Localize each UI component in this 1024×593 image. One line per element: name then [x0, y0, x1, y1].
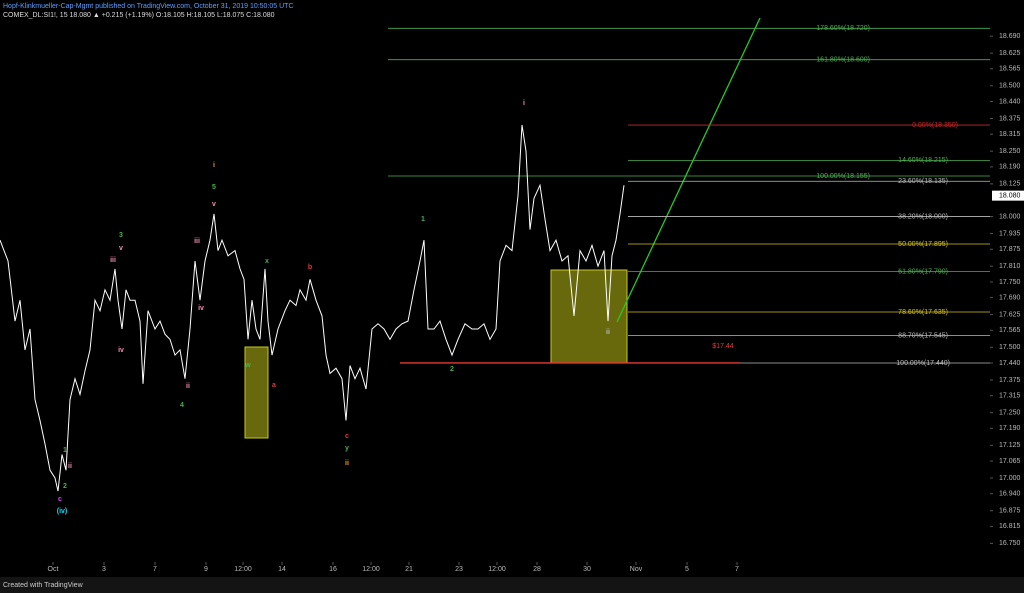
fib-label: 0.00%(18.350)	[912, 122, 958, 129]
wave-label: 1	[421, 216, 425, 223]
wave-label: iv	[198, 305, 204, 312]
y-tick-label: 18.190	[999, 164, 1021, 171]
fib-label: 100.00%(17.440)	[896, 360, 950, 367]
y-tick-label: 17.000	[999, 475, 1021, 482]
credit: Created with TradingView	[3, 582, 84, 589]
wave-label: b	[308, 264, 312, 271]
y-tick-label: 17.440	[999, 360, 1021, 367]
fib-label: 14.60%(18.215)	[898, 157, 948, 164]
y-tick-label: 18.375	[999, 115, 1021, 122]
footer-bar	[0, 577, 1024, 593]
wave-label: 3	[119, 232, 123, 239]
y-tick-label: 17.190	[999, 425, 1021, 432]
wave-label: iii	[110, 257, 116, 264]
wave-label: c	[58, 496, 62, 503]
y-tick-label: 17.375	[999, 377, 1021, 384]
y-tick-label: 17.500	[999, 344, 1021, 351]
fib-label: 23.60%(18.135)	[898, 178, 948, 185]
y-tick-label: 17.250	[999, 410, 1021, 417]
wave-label: ii	[68, 463, 72, 470]
y-tick-label: 18.500	[999, 83, 1021, 90]
price-line	[0, 124, 625, 492]
wave-label: 2	[450, 366, 454, 373]
chart-subtitle: COMEX_DL:SI1!, 15 18.080 ▲ +0.215 (+1.19…	[3, 12, 275, 19]
wave-label: w	[244, 362, 251, 369]
y-tick-label: 16.750	[999, 540, 1021, 547]
x-tick-label: 7	[735, 566, 739, 573]
y-tick-label: 18.315	[999, 131, 1021, 138]
zone-box	[550, 269, 628, 364]
y-tick-label: 16.875	[999, 508, 1021, 515]
x-tick-label: Nov	[630, 566, 643, 573]
x-tick-label: 7	[153, 566, 157, 573]
wave-label: ii	[606, 329, 610, 336]
wave-label: v	[119, 245, 123, 252]
y-tick-label: 18.625	[999, 50, 1021, 57]
plot	[244, 17, 761, 439]
wave-label: iii	[194, 238, 200, 245]
y-tick-label: 17.690	[999, 294, 1021, 301]
x-tick-label: 3	[102, 566, 106, 573]
y-tick-label: 18.250	[999, 148, 1021, 155]
y-tick-label: 18.690	[999, 33, 1021, 40]
fib-label: 78.60%(17.635)	[898, 309, 948, 316]
wave-label: c	[345, 433, 349, 440]
support-label: $17.44	[712, 343, 734, 350]
y-tick-label: 18.000	[999, 213, 1021, 220]
wave-label: v	[212, 201, 216, 208]
wave-label: 4	[180, 402, 184, 409]
wave-label: 1	[63, 447, 67, 454]
fib-label: 88.70%(17.545)	[898, 332, 948, 339]
x-tick-label: 5	[685, 566, 689, 573]
fib-label: 100.00%(18.155)	[816, 173, 870, 180]
x-tick-label: 16	[329, 566, 337, 573]
wave-label: i	[523, 100, 525, 107]
x-tick-label: Oct	[48, 566, 59, 573]
zone-box	[244, 346, 269, 439]
wave-label: 2	[63, 483, 67, 490]
fib-label: 38.20%(18.000)	[898, 213, 948, 220]
y-tick-label: 17.065	[999, 458, 1021, 465]
fib-label: 61.80%(17.790)	[898, 268, 948, 275]
y-tick-label: 16.940	[999, 491, 1021, 498]
wave-label: 5	[212, 184, 216, 191]
x-tick-label: 23	[455, 566, 463, 573]
y-tick-label: 17.810	[999, 263, 1021, 270]
wave-label: a	[272, 382, 276, 389]
fib-label: 178.60%(18.720)	[816, 25, 870, 32]
fib-label: 161.80%(18.600)	[816, 57, 870, 64]
x-tick-label: 21	[405, 566, 413, 573]
x-tick-label: 12:00	[488, 566, 506, 573]
price-tag	[992, 190, 1024, 201]
wave-label: ii	[345, 460, 349, 467]
y-tick-label: 17.565	[999, 327, 1021, 334]
x-tick-label: 12:00	[362, 566, 380, 573]
x-tick-label: 14	[278, 566, 286, 573]
x-tick-label: 9	[204, 566, 208, 573]
wave-label: i	[213, 162, 215, 169]
price-tag-label: 18.080	[999, 192, 1021, 199]
y-tick-label: 16.815	[999, 523, 1021, 530]
chart-title: Hopf-Klinkmueller-Cap-Mgmt published on …	[3, 3, 294, 10]
wave-label: (iv)	[57, 508, 68, 515]
wave-label: iv	[118, 347, 124, 354]
y-tick-label: 18.125	[999, 181, 1021, 188]
x-tick-label: 12:00	[234, 566, 252, 573]
wave-label: ii	[186, 383, 190, 390]
y-tick-label: 17.750	[999, 279, 1021, 286]
y-tick-label: 17.935	[999, 230, 1021, 237]
y-tick-label: 18.565	[999, 66, 1021, 73]
x-tick-label: 30	[583, 566, 591, 573]
y-tick-label: 18.440	[999, 98, 1021, 105]
x-tick-label: 28	[533, 566, 541, 573]
y-tick-label: 17.315	[999, 393, 1021, 400]
y-tick-label: 17.875	[999, 246, 1021, 253]
y-tick-label: 17.125	[999, 442, 1021, 449]
wave-label: x	[265, 258, 269, 265]
wave-label: y	[345, 445, 349, 452]
y-tick-label: 17.625	[999, 311, 1021, 318]
fib-label: 50.00%(17.895)	[898, 241, 948, 248]
